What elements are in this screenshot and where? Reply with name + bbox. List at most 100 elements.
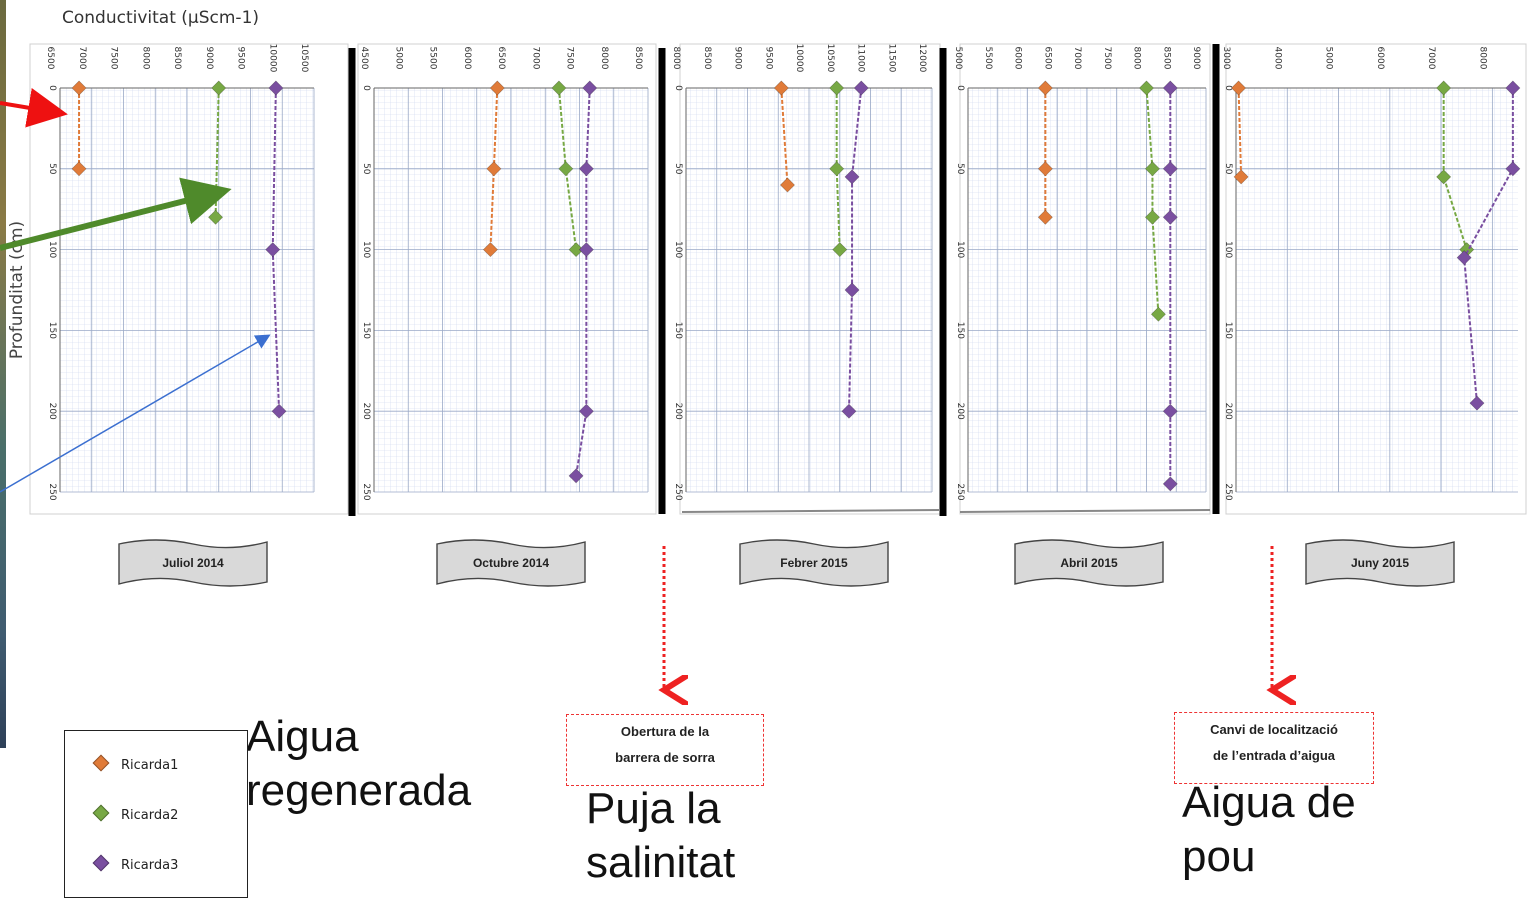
red-pointer-arrow: [0, 88, 68, 128]
y-tick-label: 100: [1223, 241, 1233, 258]
point-ricarda3: [1162, 80, 1178, 96]
y-tick-label: 0: [1223, 85, 1233, 91]
point-ricarda2: [568, 242, 584, 258]
point-ricarda2: [1150, 306, 1166, 322]
y-tick-label: 150: [361, 322, 371, 339]
point-ricarda3: [265, 242, 281, 258]
point-ricarda1: [71, 80, 87, 96]
x-tick-label: 8500: [633, 47, 643, 70]
series-line-ricarda3: [847, 87, 863, 412]
series-line-ricarda2: [1145, 87, 1160, 315]
y-tick-label: 200: [1223, 403, 1233, 420]
y-tick-label: 50: [673, 163, 683, 175]
x-tick-label: 7000: [1072, 47, 1082, 70]
x-tick-label: 6000: [1013, 47, 1023, 70]
point-ricarda2: [832, 242, 848, 258]
annotation-box-barrier-line2: barrera de sorra: [615, 750, 715, 765]
label-aigua-regenerada: Aigua regenerada: [246, 710, 471, 818]
x-tick-label: 12000: [917, 44, 927, 73]
legend-item-ricarda2: Ricarda2: [92, 804, 178, 823]
x-tick-label: 7500: [565, 47, 575, 70]
point-ricarda3: [1162, 476, 1178, 492]
x-tick-label: 6000: [1375, 47, 1385, 70]
label-aigua-regenerada-line1: Aigua: [246, 712, 359, 761]
label-aigua-de-pou-line2: pou: [1182, 832, 1256, 881]
point-ricarda1: [489, 80, 505, 96]
x-tick-label: 5500: [428, 47, 438, 70]
annotation-box-intake-line1: Canvi de localització: [1210, 722, 1338, 737]
point-ricarda2: [1144, 161, 1160, 177]
panel-banner: [118, 539, 268, 587]
x-tick-label: 9000: [733, 47, 743, 70]
y-tick-label: 50: [47, 163, 57, 175]
annotation-box-intake-line2: de l’entrada d’aigua: [1212, 748, 1336, 763]
x-tick-label: 6500: [496, 47, 506, 70]
panel-title: Abril 2015: [1060, 556, 1118, 570]
panel-4: 3000 4000 5000 6000 7000 8000 0 50 100 150 200 250 J…: [1221, 43, 1527, 587]
y-tick-label: 250: [955, 483, 965, 500]
y-tick-label: 150: [47, 322, 57, 339]
x-tick-label: 4500: [359, 47, 369, 70]
annotation-box-barrier-line1: Obertura de la: [620, 724, 710, 739]
x-tick-label: 10500: [299, 44, 309, 73]
y-tick-label: 50: [1223, 163, 1233, 175]
panel-banner: [436, 539, 586, 587]
y-tick-label: 0: [673, 85, 683, 91]
x-tick-label: 5000: [393, 47, 403, 70]
series-line-ricarda3: [575, 87, 591, 476]
panel-title: Juny 2015: [1351, 556, 1409, 570]
point-ricarda2: [1436, 80, 1452, 96]
green-pointer-arrow: [0, 177, 232, 251]
blue-pointer-arrow: [0, 334, 271, 493]
panel-0: 6500 7000 7500 8000 8500 9000 9500 10000 10500 0 5…: [29, 43, 349, 587]
point-ricarda3: [268, 80, 284, 96]
x-tick-label: 8000: [140, 47, 150, 70]
point-ricarda1: [482, 242, 498, 258]
x-tick-label: 8000: [671, 47, 681, 70]
x-tick-label: 9500: [763, 47, 773, 70]
x-tick-label: 7500: [1102, 47, 1112, 70]
y-tick-label: 250: [673, 483, 683, 500]
x-tick-label: 9000: [204, 47, 214, 70]
legend-item-ricarda3: Ricarda3: [92, 854, 178, 873]
x-tick-label: 5000: [1324, 47, 1334, 70]
panel-bottom-rule: [681, 509, 941, 513]
panel-title: Octubre 2014: [473, 556, 549, 570]
y-tick-label: 200: [47, 403, 57, 420]
label-puja-salinitat-line1: Puja la: [586, 784, 721, 833]
y-tick-label: 100: [673, 241, 683, 258]
x-tick-label: 8000: [599, 47, 609, 70]
point-ricarda3: [1456, 250, 1472, 266]
panel-banner: [1014, 539, 1164, 587]
point-ricarda1: [486, 161, 502, 177]
label-aigua-regenerada-line2: regenerada: [246, 766, 472, 815]
series-line-ricarda1: [1237, 87, 1243, 177]
x-tick-label: 8500: [702, 47, 712, 70]
point-ricarda1: [1037, 161, 1053, 177]
chart-main-title: Conductivitat (µScm-1): [62, 8, 260, 28]
x-tick-label: 11500: [886, 44, 896, 73]
panel-1: 4500 5000 5500 6000 6500 7000 7500 8000 8500 0 50 1…: [357, 43, 657, 587]
x-tick-label: 6500: [45, 47, 55, 70]
legend-marker-ricarda2: [92, 804, 110, 822]
x-tick-label: 7000: [530, 47, 540, 70]
point-ricarda3: [841, 403, 857, 419]
x-tick-label: 7500: [109, 47, 119, 70]
point-ricarda1: [773, 80, 789, 96]
point-ricarda2: [1139, 80, 1154, 96]
x-tick-label: 10500: [825, 44, 835, 73]
x-tick-label: 8500: [172, 47, 182, 70]
series-line-ricarda2: [1442, 88, 1468, 250]
point-ricarda3: [853, 80, 869, 96]
y-tick-label: 250: [47, 483, 57, 500]
x-tick-label: 7000: [77, 47, 87, 70]
annotation-box-barrier: Obertura de la barrera de sorra: [566, 714, 764, 786]
panel-title: Febrer 2015: [780, 556, 848, 570]
y-tick-label: 50: [955, 163, 965, 175]
point-ricarda1: [1037, 80, 1053, 96]
x-tick-label: 6500: [1042, 47, 1052, 70]
point-ricarda3: [568, 468, 584, 484]
panel-3: 5000 5500 6000 6500 7000 7500 8000 8500 9000 0 50 1…: [953, 43, 1211, 587]
point-ricarda2: [829, 161, 845, 177]
